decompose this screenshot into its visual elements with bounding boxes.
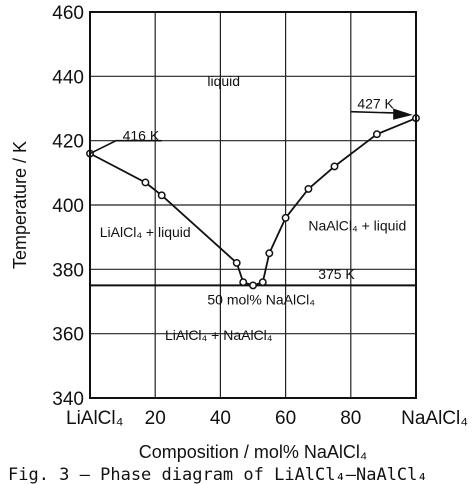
data-point (249, 281, 257, 290)
y-axis-label: Temperature / K (10, 141, 30, 269)
y-tick-label: 340 (52, 389, 84, 410)
region-labels: liquid 416 K 427 K LiAlCl₄ + liquid NaAlCl₄ … (100, 73, 407, 343)
x-axis-label: Composition / mol% NaAlCl₄ (139, 442, 367, 462)
region-label: 416 K (123, 128, 160, 144)
data-point (232, 258, 241, 267)
data-point (239, 278, 248, 287)
data-point (304, 184, 313, 193)
x-tick-label: 40 (210, 408, 231, 429)
region-label: NaAlCl₄ + liquid (308, 218, 406, 234)
y-tick-label: 440 (52, 67, 84, 88)
data-point (330, 162, 339, 171)
y-tick-label: 420 (52, 132, 84, 153)
x-tick-label: 60 (275, 408, 296, 429)
y-tick-label: 380 (52, 260, 84, 281)
x-tick-label: 20 (145, 408, 166, 429)
data-point (372, 130, 381, 139)
pointer-416k (89, 139, 162, 155)
region-label: 50 mol% NaAlCl₄ (207, 292, 315, 308)
region-label: liquid (207, 73, 240, 89)
data-points (86, 114, 420, 290)
data-point (265, 249, 274, 258)
data-point (141, 178, 150, 187)
region-label: LiAlCl₄ + liquid (100, 224, 191, 240)
y-tick-label: 400 (52, 196, 84, 217)
x-tick-label: LiAlCl₄ (66, 408, 124, 429)
region-label: LiAlCl₄ + NaAlCl₄ (165, 327, 273, 343)
arrowhead-427k (393, 108, 413, 120)
region-label: 427 K (357, 96, 394, 112)
region-label: 375 K (318, 266, 355, 282)
data-point (157, 191, 166, 200)
plot-frame (89, 11, 417, 399)
y-tick-label: 360 (52, 325, 84, 346)
y-tick-label: 460 (52, 3, 84, 24)
x-tick-label: NaAlCl₄ (401, 408, 468, 429)
x-tick-label: 80 (340, 408, 361, 429)
annotation-pointers (89, 108, 413, 155)
figure-caption: Fig. 3 – Phase diagram of LiAlCl₄–NaAlCl… (8, 465, 428, 484)
data-point (281, 213, 290, 222)
data-point (258, 278, 267, 287)
axis-tick-labels: 340 360 380 400 420 440 460 LiAlCl₄ 20 40 60 80 NaAl… (52, 3, 468, 429)
